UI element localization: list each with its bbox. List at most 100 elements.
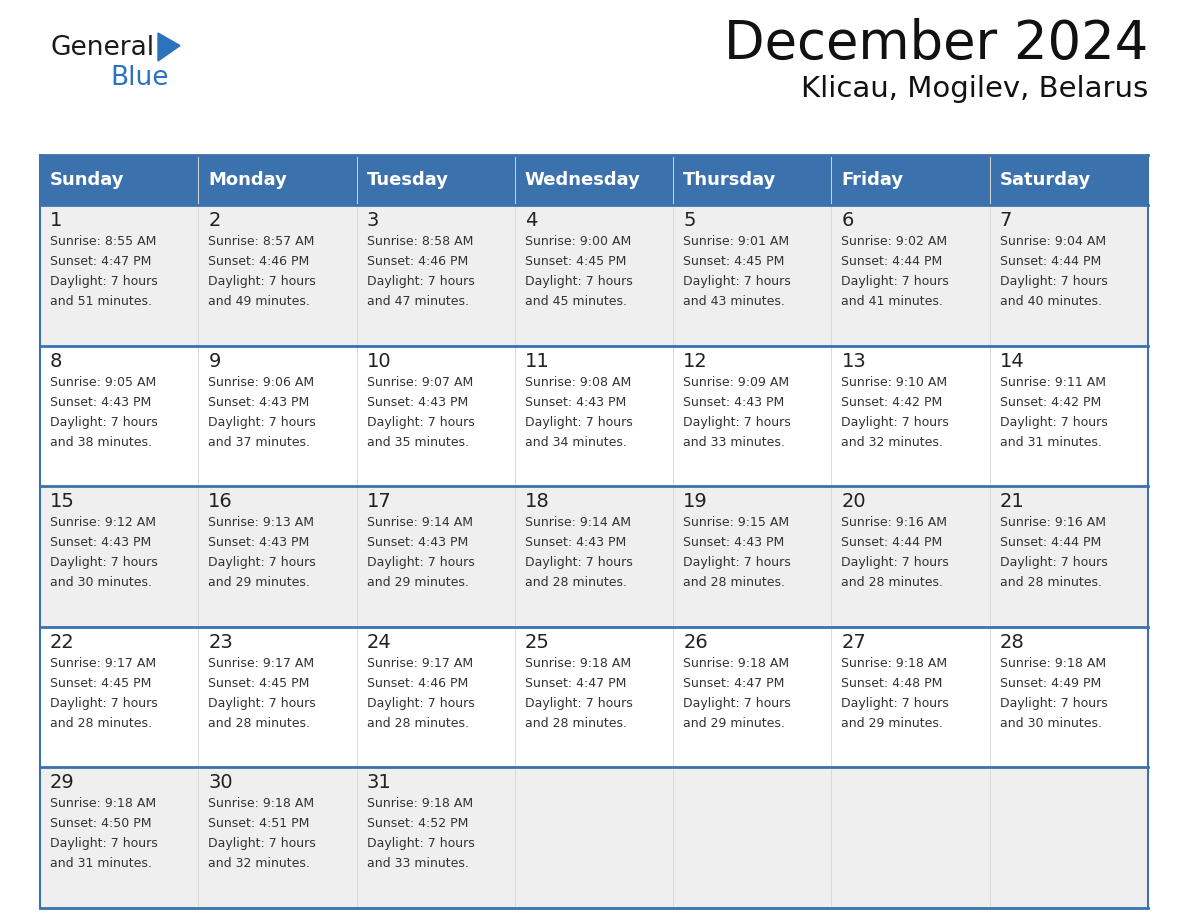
Text: and 29 minutes.: and 29 minutes. (683, 717, 785, 730)
Text: 21: 21 (1000, 492, 1024, 511)
Text: and 43 minutes.: and 43 minutes. (683, 295, 785, 308)
Text: 30: 30 (208, 773, 233, 792)
Text: Daylight: 7 hours: Daylight: 7 hours (50, 556, 158, 569)
Text: Sunset: 4:43 PM: Sunset: 4:43 PM (367, 396, 468, 409)
Text: and 31 minutes.: and 31 minutes. (1000, 436, 1101, 449)
Text: Wednesday: Wednesday (525, 171, 640, 189)
Text: Sunrise: 9:09 AM: Sunrise: 9:09 AM (683, 375, 789, 388)
Text: Sunset: 4:47 PM: Sunset: 4:47 PM (50, 255, 151, 268)
Text: and 29 minutes.: and 29 minutes. (367, 577, 468, 589)
Text: 26: 26 (683, 633, 708, 652)
Text: Sunrise: 9:18 AM: Sunrise: 9:18 AM (208, 798, 315, 811)
Text: and 41 minutes.: and 41 minutes. (841, 295, 943, 308)
Text: and 28 minutes.: and 28 minutes. (841, 577, 943, 589)
Bar (990, 345, 1148, 487)
Text: Sunset: 4:46 PM: Sunset: 4:46 PM (208, 255, 310, 268)
Text: Sunset: 4:46 PM: Sunset: 4:46 PM (367, 255, 468, 268)
Bar (990, 487, 1148, 627)
Text: 1: 1 (50, 211, 63, 230)
Text: and 29 minutes.: and 29 minutes. (841, 717, 943, 730)
Text: Sunset: 4:43 PM: Sunset: 4:43 PM (208, 536, 310, 549)
Bar (198, 487, 356, 627)
Bar (674, 487, 832, 627)
Text: 5: 5 (683, 211, 696, 230)
Text: Sunrise: 9:04 AM: Sunrise: 9:04 AM (1000, 235, 1106, 248)
Bar (990, 205, 1148, 345)
Text: Sunset: 4:48 PM: Sunset: 4:48 PM (841, 677, 943, 689)
Text: Daylight: 7 hours: Daylight: 7 hours (525, 275, 632, 288)
Text: Sunrise: 9:06 AM: Sunrise: 9:06 AM (208, 375, 315, 388)
Bar (832, 767, 990, 908)
Text: Daylight: 7 hours: Daylight: 7 hours (208, 697, 316, 710)
Text: Sunrise: 9:16 AM: Sunrise: 9:16 AM (1000, 516, 1106, 529)
Text: Sunset: 4:44 PM: Sunset: 4:44 PM (1000, 536, 1101, 549)
Text: Sunset: 4:51 PM: Sunset: 4:51 PM (208, 817, 310, 831)
Text: and 51 minutes.: and 51 minutes. (50, 295, 152, 308)
Text: Klicau, Mogilev, Belarus: Klicau, Mogilev, Belarus (801, 75, 1148, 103)
Bar (198, 205, 356, 345)
Text: Daylight: 7 hours: Daylight: 7 hours (50, 275, 158, 288)
Text: and 30 minutes.: and 30 minutes. (50, 577, 152, 589)
Text: Blue: Blue (110, 65, 169, 91)
Text: and 45 minutes.: and 45 minutes. (525, 295, 627, 308)
Text: Sunset: 4:45 PM: Sunset: 4:45 PM (208, 677, 310, 689)
Text: Sunrise: 9:13 AM: Sunrise: 9:13 AM (208, 516, 315, 529)
Bar (514, 627, 674, 767)
Text: Sunset: 4:45 PM: Sunset: 4:45 PM (683, 255, 784, 268)
Bar (356, 345, 514, 487)
Polygon shape (158, 33, 181, 61)
Text: 25: 25 (525, 633, 550, 652)
Text: Sunset: 4:47 PM: Sunset: 4:47 PM (525, 677, 626, 689)
Text: Sunset: 4:43 PM: Sunset: 4:43 PM (525, 536, 626, 549)
Text: Tuesday: Tuesday (367, 171, 449, 189)
Text: Sunset: 4:44 PM: Sunset: 4:44 PM (1000, 255, 1101, 268)
Text: Sunset: 4:45 PM: Sunset: 4:45 PM (525, 255, 626, 268)
Bar (990, 627, 1148, 767)
Text: and 28 minutes.: and 28 minutes. (525, 577, 627, 589)
Text: 27: 27 (841, 633, 866, 652)
Text: Monday: Monday (208, 171, 287, 189)
Text: Sunset: 4:44 PM: Sunset: 4:44 PM (841, 255, 943, 268)
Text: Sunset: 4:43 PM: Sunset: 4:43 PM (50, 536, 151, 549)
Text: Daylight: 7 hours: Daylight: 7 hours (367, 697, 474, 710)
Text: 31: 31 (367, 773, 391, 792)
Text: Sunrise: 9:11 AM: Sunrise: 9:11 AM (1000, 375, 1106, 388)
Text: Sunset: 4:43 PM: Sunset: 4:43 PM (683, 396, 784, 409)
Text: 20: 20 (841, 492, 866, 511)
Text: and 35 minutes.: and 35 minutes. (367, 436, 468, 449)
Text: Sunset: 4:50 PM: Sunset: 4:50 PM (50, 817, 152, 831)
Text: Sunrise: 9:01 AM: Sunrise: 9:01 AM (683, 235, 789, 248)
Bar (832, 205, 990, 345)
Text: 28: 28 (1000, 633, 1024, 652)
Text: Daylight: 7 hours: Daylight: 7 hours (841, 416, 949, 429)
Bar (40, 205, 198, 345)
Text: and 38 minutes.: and 38 minutes. (50, 436, 152, 449)
Text: 2: 2 (208, 211, 221, 230)
Text: 3: 3 (367, 211, 379, 230)
Text: 24: 24 (367, 633, 391, 652)
Text: and 47 minutes.: and 47 minutes. (367, 295, 468, 308)
Text: Sunday: Sunday (50, 171, 125, 189)
Text: 8: 8 (50, 352, 63, 371)
Bar (674, 155, 832, 205)
Bar (356, 767, 514, 908)
Bar (674, 767, 832, 908)
Bar (832, 487, 990, 627)
Bar (356, 205, 514, 345)
Text: and 40 minutes.: and 40 minutes. (1000, 295, 1101, 308)
Text: Daylight: 7 hours: Daylight: 7 hours (50, 837, 158, 850)
Text: Sunset: 4:43 PM: Sunset: 4:43 PM (50, 396, 151, 409)
Text: 22: 22 (50, 633, 75, 652)
Bar (40, 767, 198, 908)
Bar (832, 627, 990, 767)
Bar (198, 155, 356, 205)
Text: Daylight: 7 hours: Daylight: 7 hours (367, 275, 474, 288)
Text: Sunrise: 9:18 AM: Sunrise: 9:18 AM (841, 656, 948, 670)
Text: Sunrise: 8:58 AM: Sunrise: 8:58 AM (367, 235, 473, 248)
Text: Daylight: 7 hours: Daylight: 7 hours (367, 837, 474, 850)
Text: December 2024: December 2024 (723, 18, 1148, 70)
Text: and 31 minutes.: and 31 minutes. (50, 857, 152, 870)
Text: 10: 10 (367, 352, 391, 371)
Text: and 28 minutes.: and 28 minutes. (683, 577, 785, 589)
Text: Daylight: 7 hours: Daylight: 7 hours (50, 416, 158, 429)
